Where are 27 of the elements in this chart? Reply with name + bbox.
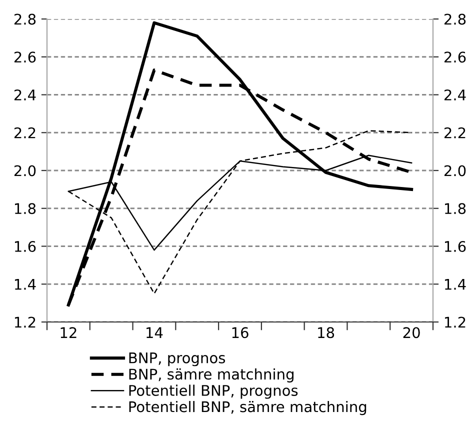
legend-label: BNP, sämre matchning — [129, 368, 294, 382]
y-tick-label: 2.6 — [14, 52, 36, 63]
x-tick-label: 18 — [318, 327, 334, 338]
x-tick-label: 20 — [403, 327, 420, 338]
x-tick-label: 12 — [60, 327, 76, 338]
y-tick-label: 2.4 — [14, 89, 36, 100]
y2-tick-label: 1.6 — [445, 240, 466, 252]
legend-label: BNP, prognos — [129, 352, 226, 366]
y-tick-label: 2.0 — [14, 165, 36, 176]
y2-tick-label: 2.0 — [444, 165, 466, 176]
x-tick-label: 16 — [232, 327, 248, 338]
y2-tick-label: 2.6 — [444, 52, 466, 63]
y-tick-label: 1.2 — [14, 316, 36, 328]
y-tick-label: 1.4 — [14, 279, 36, 290]
y2-tick-label: 1.4 — [445, 279, 466, 290]
y2-tick-label: 1.2 — [445, 316, 466, 328]
y2-tick-label: 2.8 — [444, 14, 466, 25]
y-tick-label: 1.8 — [14, 203, 36, 214]
y2-tick-label: 2.4 — [444, 89, 466, 100]
y-tick-label: 2.8 — [14, 14, 36, 25]
x-tick-label: 14 — [146, 327, 163, 338]
y2-tick-label: 1.8 — [445, 203, 466, 214]
y-tick-label: 1.6 — [14, 240, 36, 252]
legend-label: Potentiell BNP, prognos — [129, 384, 298, 399]
y2-tick-label: 2.2 — [444, 127, 466, 138]
y-tick-label: 2.2 — [14, 127, 36, 138]
legend-label: Potentiell BNP, sämre matchning — [129, 400, 366, 416]
